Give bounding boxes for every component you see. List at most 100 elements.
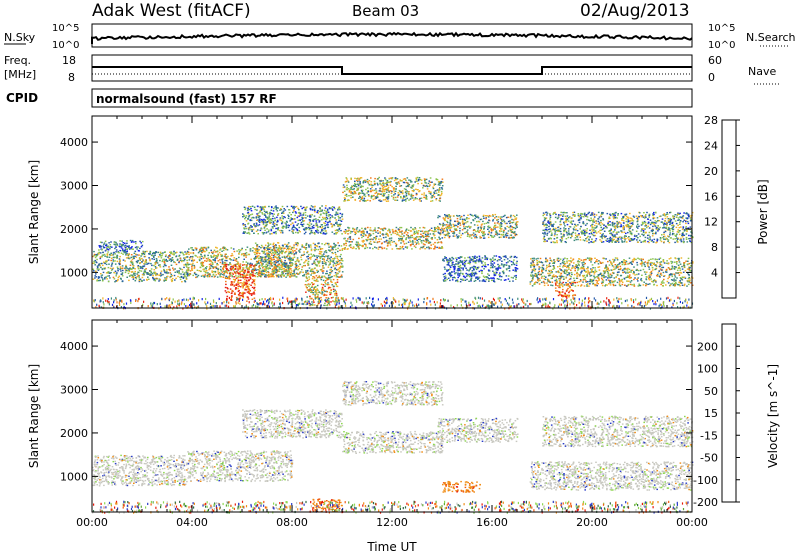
echo-point	[131, 276, 133, 278]
echo-point	[378, 246, 380, 248]
echo-point	[125, 264, 127, 267]
echo-point	[195, 247, 198, 250]
echo-point	[404, 198, 407, 201]
echo-point	[412, 190, 415, 193]
echo-point	[454, 277, 456, 279]
echo-point	[293, 218, 296, 220]
echo-point	[258, 265, 261, 267]
echo-point	[278, 254, 281, 257]
echo-point	[507, 220, 510, 223]
echo-point	[410, 197, 413, 199]
echo-point	[405, 234, 408, 236]
echo-point	[447, 264, 450, 266]
echo-point	[419, 190, 421, 192]
echo-point	[107, 259, 110, 261]
echo-point	[283, 268, 286, 270]
echo-point	[188, 274, 190, 277]
echo-point	[207, 273, 210, 276]
echo-point	[290, 205, 293, 207]
echo-point	[275, 271, 277, 274]
echo-point	[472, 267, 475, 270]
echo-point	[291, 218, 293, 220]
echo-point	[378, 238, 380, 240]
echo-point	[182, 273, 185, 276]
echo-point	[447, 225, 449, 228]
echo-point	[250, 266, 252, 268]
echo-point	[140, 266, 143, 268]
echo-point	[270, 209, 273, 211]
echo-point	[389, 184, 392, 186]
echo-point	[480, 226, 483, 228]
echo-point	[413, 233, 415, 235]
echo-point	[275, 266, 277, 268]
echo-point	[227, 264, 230, 266]
echo-point	[245, 276, 247, 279]
echo-point	[485, 218, 487, 220]
echo-point	[281, 271, 284, 273]
echo-point	[340, 223, 342, 225]
echo-point	[305, 243, 308, 245]
echo-point	[254, 226, 257, 228]
echo-point	[273, 256, 276, 258]
echo-point	[493, 273, 496, 275]
echo-point	[209, 263, 212, 265]
echo-point	[237, 281, 239, 284]
echo-point	[269, 222, 271, 224]
echo-point	[361, 197, 363, 199]
echo-point	[315, 231, 318, 233]
echo-point	[267, 221, 270, 223]
echo-point	[335, 264, 337, 267]
echo-point	[495, 226, 497, 228]
echo-point	[231, 275, 234, 278]
echo-point	[163, 258, 165, 260]
echo-point	[214, 270, 217, 273]
echo-point	[282, 212, 285, 214]
echo-point	[313, 215, 316, 217]
echo-point	[160, 274, 163, 276]
echo-point	[289, 276, 291, 278]
echo-point	[128, 268, 130, 270]
echo-point	[384, 177, 386, 179]
echo-point	[328, 302, 330, 305]
echo-point	[274, 270, 276, 273]
echo-point	[382, 192, 385, 195]
echo-point	[283, 274, 285, 276]
echo-point	[313, 249, 316, 251]
echo-point	[181, 268, 184, 271]
echo-point	[188, 273, 191, 276]
echo-point	[370, 196, 373, 198]
echo-point	[244, 252, 247, 255]
echo-point	[275, 244, 277, 246]
echo-point	[333, 206, 335, 209]
echo-point	[472, 258, 475, 260]
echo-point	[111, 246, 113, 248]
echo-point	[275, 232, 277, 235]
echo-point	[449, 216, 451, 218]
echo-point	[436, 239, 439, 241]
echo-point	[458, 232, 461, 234]
echo-point	[193, 266, 196, 268]
echo-point	[411, 234, 413, 237]
echo-point	[284, 263, 287, 265]
echo-point	[318, 220, 321, 222]
echo-point	[258, 264, 261, 266]
echo-point	[382, 199, 385, 201]
echo-point	[191, 267, 193, 269]
echo-point	[401, 233, 403, 235]
echo-point	[135, 246, 138, 248]
echo-point	[367, 182, 370, 184]
echo-point	[379, 193, 381, 195]
echo-point	[232, 248, 235, 250]
echo-point	[248, 229, 250, 231]
echo-point	[505, 256, 507, 259]
echo-point	[346, 240, 349, 242]
echo-point	[316, 228, 319, 231]
echo-point	[510, 255, 513, 258]
echo-point	[446, 221, 449, 224]
echo-point	[272, 270, 275, 272]
echo-point	[484, 258, 487, 260]
echo-point	[439, 194, 442, 197]
nsky-trace	[91, 31, 693, 44]
echo-point	[116, 244, 118, 247]
echo-point	[359, 196, 362, 199]
